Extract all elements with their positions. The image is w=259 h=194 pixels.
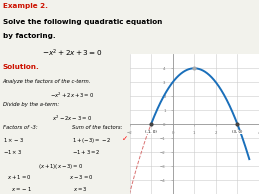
Text: ✓: ✓ bbox=[122, 137, 128, 142]
Text: $-1+3=2$: $-1+3=2$ bbox=[72, 148, 101, 156]
Text: $-x^2 + 2x + 3 = 0$: $-x^2 + 2x + 3 = 0$ bbox=[42, 48, 102, 59]
Text: Solve the following quadratic equation: Solve the following quadratic equation bbox=[3, 19, 162, 25]
Text: (3, 0): (3, 0) bbox=[232, 130, 243, 134]
Text: $1\times-3$: $1\times-3$ bbox=[3, 137, 24, 145]
Text: $-x^2 + 2x + 3 = 0$: $-x^2 + 2x + 3 = 0$ bbox=[50, 91, 94, 100]
Text: Factors of -3:: Factors of -3: bbox=[3, 125, 37, 130]
Text: $1+(-3)=-2$: $1+(-3)=-2$ bbox=[72, 137, 111, 146]
Text: Analyze the factors of the c-term.: Analyze the factors of the c-term. bbox=[3, 79, 91, 84]
Text: Sum of the factors:: Sum of the factors: bbox=[72, 125, 123, 130]
Text: by factoring.: by factoring. bbox=[3, 33, 55, 39]
Text: $x+1=0$: $x+1=0$ bbox=[7, 173, 31, 181]
Text: $x=-1$: $x=-1$ bbox=[11, 185, 32, 193]
Text: $-1\times3$: $-1\times3$ bbox=[3, 148, 22, 156]
Text: $x-3=0$: $x-3=0$ bbox=[69, 173, 94, 181]
Text: $x=3$: $x=3$ bbox=[74, 185, 88, 193]
Text: Solution.: Solution. bbox=[3, 64, 40, 70]
Text: Example 2.: Example 2. bbox=[3, 3, 48, 9]
Text: $x^2 - 2x - 3 = 0$: $x^2 - 2x - 3 = 0$ bbox=[52, 113, 92, 123]
Text: Divide by the a-term:: Divide by the a-term: bbox=[3, 102, 59, 107]
Text: (-1, 0): (-1, 0) bbox=[145, 130, 157, 134]
Text: $(x+1)(x-3)=0$: $(x+1)(x-3)=0$ bbox=[38, 162, 84, 171]
